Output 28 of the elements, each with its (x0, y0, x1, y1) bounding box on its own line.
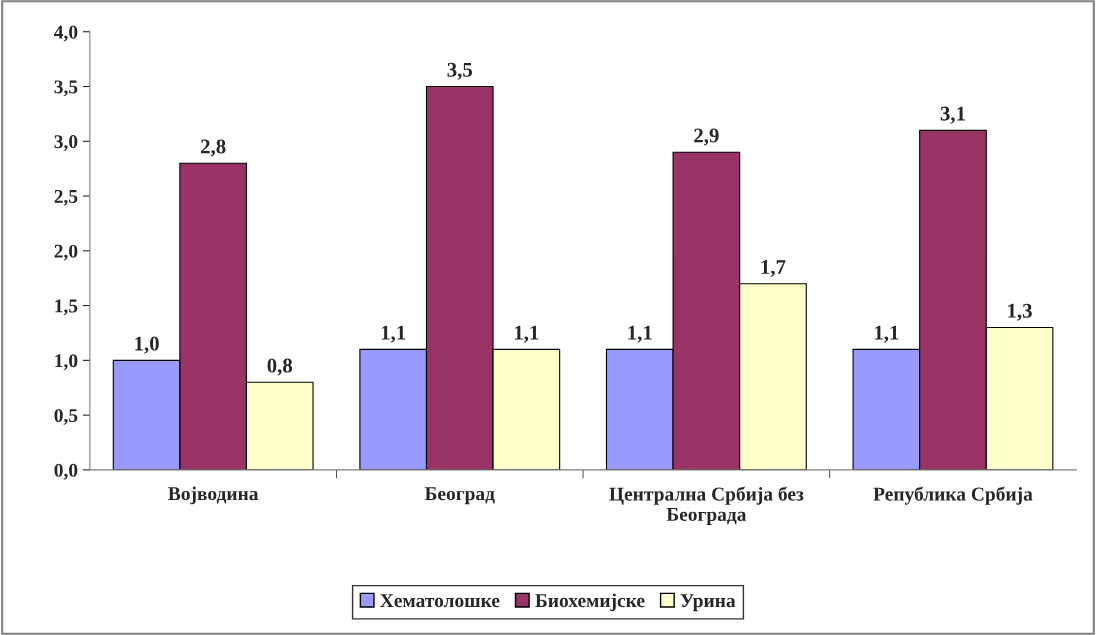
data-label: 1,7 (761, 260, 786, 277)
data-label: 3,5 (447, 62, 473, 80)
y-tick-label: 2,5 (54, 189, 78, 206)
data-label: 1,1 (515, 325, 539, 343)
x-tick-label: Централна Србија без Београда (609, 486, 804, 525)
data-label: 1,1 (628, 325, 652, 343)
y-tick-label: 3,5 (54, 80, 78, 97)
y-tick-label: 3,0 (54, 135, 78, 152)
data-label: 2,9 (694, 128, 719, 146)
data-label: 1,3 (1008, 303, 1032, 321)
y-tick-label: 0,0 (54, 463, 78, 480)
y-tick-label: 2,0 (54, 244, 78, 261)
legend-label: Хематолошке (380, 594, 500, 608)
data-label: 2,8 (201, 139, 226, 157)
x-tick-label: Република Србија (873, 486, 1033, 505)
data-label: 0,8 (267, 358, 293, 376)
legend-label: Биохемијске (535, 593, 645, 612)
y-tick-label: 1,5 (55, 299, 78, 316)
y-tick-label: 4,0 (54, 25, 78, 42)
x-tick-label: Војводина (168, 486, 259, 505)
legend-label: Урина (680, 594, 736, 612)
y-tick-label: 0,5 (54, 408, 78, 425)
x-tick-label: Београд (424, 487, 495, 505)
y-tick-label: 1,0 (55, 354, 78, 371)
data-label: 1,1 (875, 325, 899, 343)
data-label: 1,1 (381, 325, 406, 343)
data-label: 1,0 (135, 336, 159, 354)
data-label: 3,1 (940, 106, 965, 124)
